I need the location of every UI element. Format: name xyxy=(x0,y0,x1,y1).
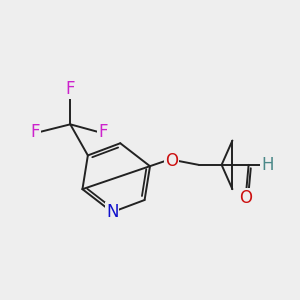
Text: O: O xyxy=(239,189,252,207)
Text: N: N xyxy=(106,203,118,221)
Text: H: H xyxy=(261,156,274,174)
Text: F: F xyxy=(30,123,40,141)
Text: F: F xyxy=(98,123,107,141)
Text: F: F xyxy=(65,80,75,98)
Text: O: O xyxy=(165,152,178,170)
